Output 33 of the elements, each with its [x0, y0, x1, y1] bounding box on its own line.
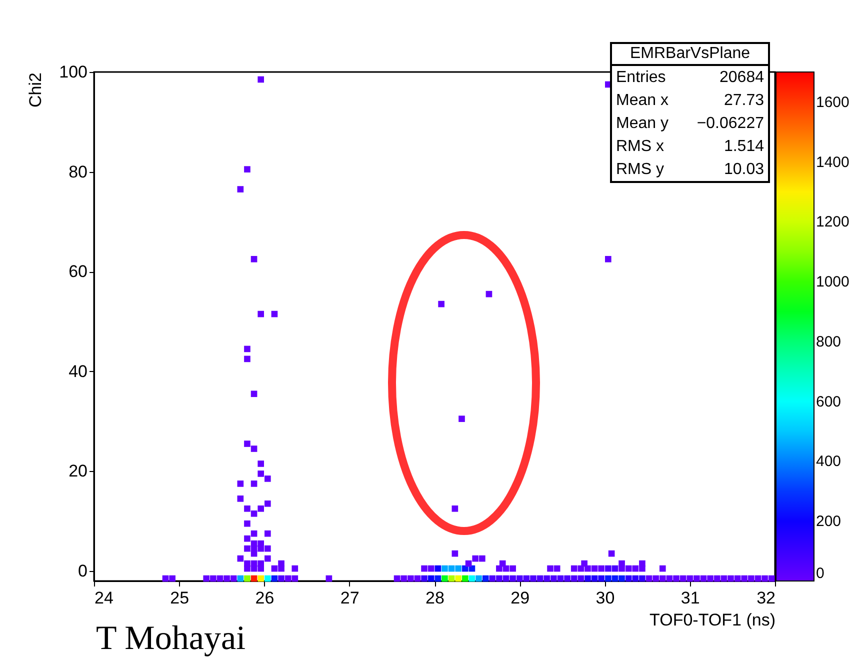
text: Entries 20684 — [616, 69, 764, 86]
y-tick-label: 80 — [68, 162, 88, 182]
y-axis-title: Chi2 — [26, 72, 46, 108]
x-axis-title: TOF0-TOF1 (ns) — [650, 610, 776, 630]
color-bar-label: 1200 — [816, 214, 850, 231]
color-bar-label: 1400 — [816, 154, 850, 171]
y-tick-label: 40 — [68, 362, 88, 381]
x-tick-label: 24 — [94, 588, 114, 608]
x-tick-label: 27 — [340, 588, 360, 608]
x-tick-label: 28 — [426, 588, 444, 608]
x-tick-label: 25 — [170, 588, 190, 608]
color-bar-label: 400 — [816, 453, 842, 470]
y-tick-label: 100 — [59, 62, 88, 82]
x-tick-label: 30 — [596, 588, 615, 608]
text: EMRBarVsPlane — [612, 44, 768, 66]
color-bar-label: 0 — [816, 565, 824, 582]
y-tick-label: 20 — [68, 462, 88, 481]
x-tick-label: 26 — [255, 588, 274, 608]
color-bar-label: 600 — [816, 393, 842, 410]
text: RMS y 10.03 — [616, 161, 764, 178]
y-tick-label: 0 — [78, 562, 88, 581]
text: Mean y −0.06227 — [616, 115, 764, 132]
y-tick-label: 60 — [68, 262, 88, 282]
color-bar-label: 1000 — [816, 274, 850, 291]
text: RMS x 1.514 — [616, 138, 764, 155]
color-bar-label: 800 — [816, 333, 842, 350]
color-bar-label: 200 — [816, 513, 842, 530]
color-bar-label: 1600 — [816, 94, 850, 111]
x-tick-label: 29 — [510, 588, 530, 608]
text: Mean x 27.73 — [616, 92, 764, 109]
x-tick-label: 32 — [756, 588, 776, 608]
x-tick-label: 31 — [680, 588, 700, 608]
text: T Mohayai — [96, 620, 246, 658]
